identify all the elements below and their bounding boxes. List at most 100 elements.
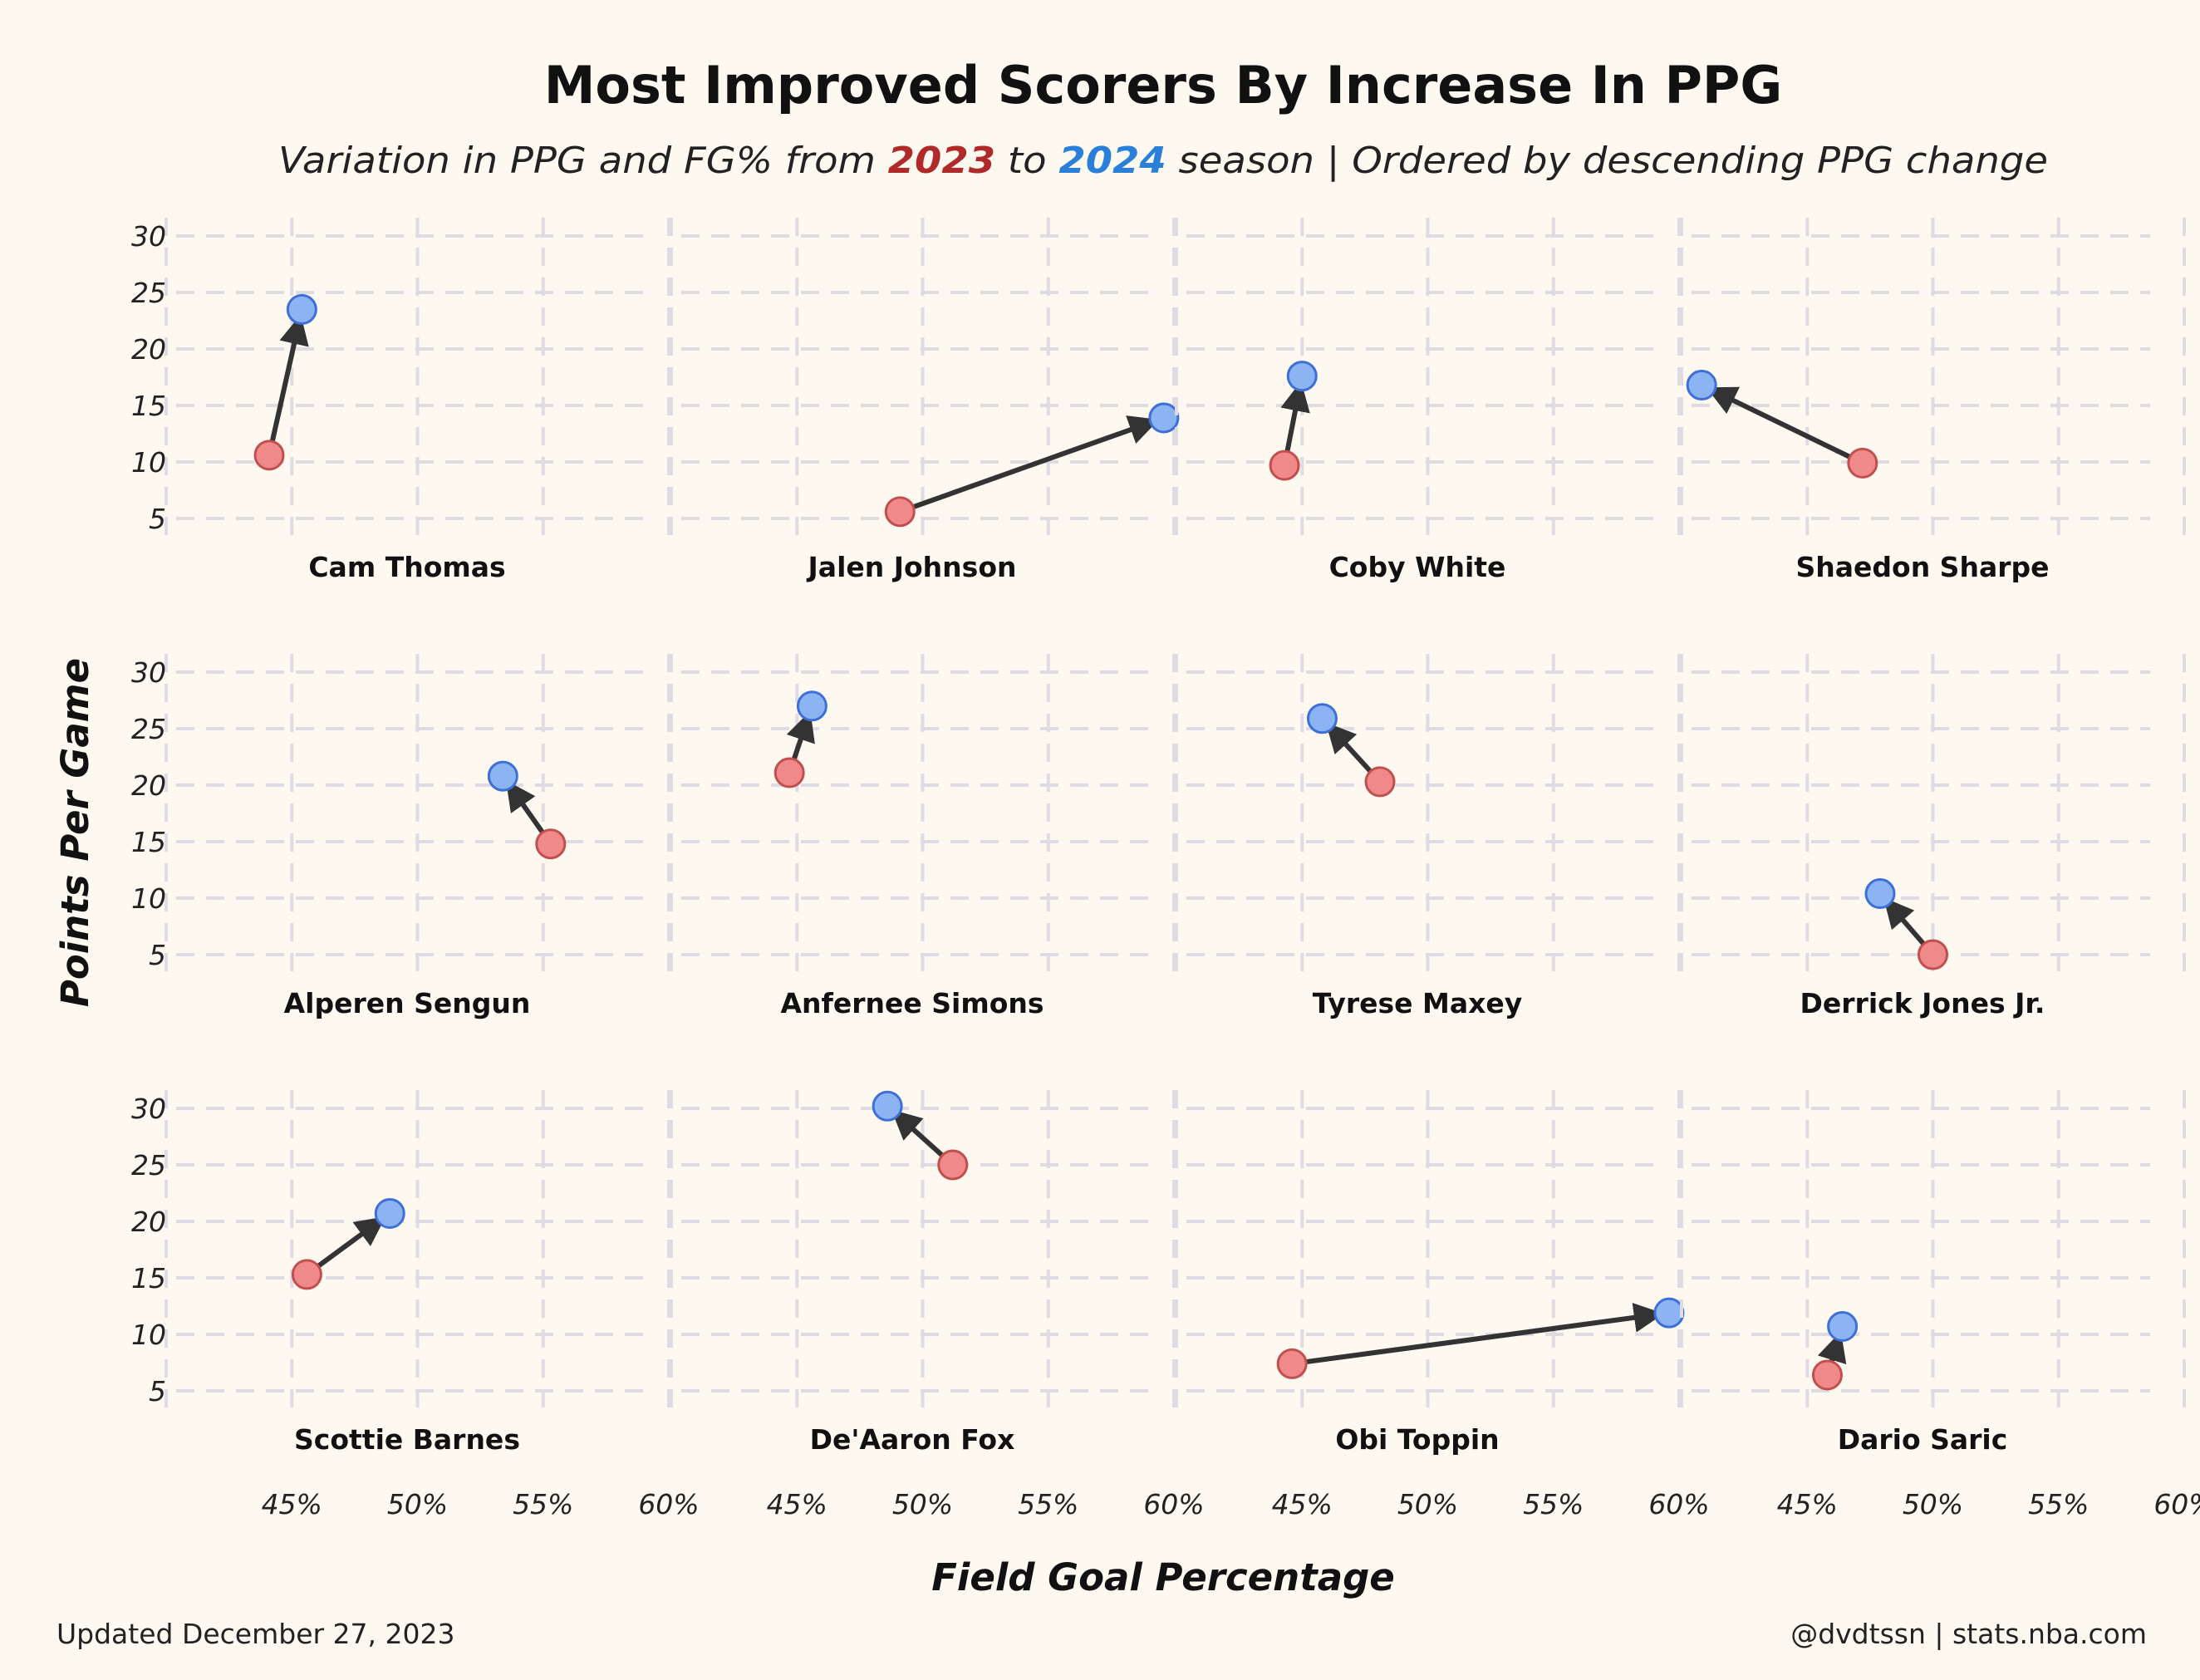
x-tick-label: 50% (1903, 1488, 1963, 1520)
change-arrow (1706, 386, 1859, 464)
y-tick-label: 20 (131, 333, 166, 366)
change-arrow (1325, 722, 1379, 780)
change-arrow (309, 1216, 386, 1274)
point-2023 (1811, 1359, 1843, 1391)
point-2023 (773, 757, 805, 788)
y-tick-label: 10 (131, 1319, 166, 1351)
y-tick-label: 15 (131, 1262, 166, 1294)
y-tick-label: 30 (131, 220, 166, 253)
footer-source: @dvdtssn | stats.nba.com (1790, 1618, 2147, 1650)
y-tick-label: 15 (131, 826, 166, 858)
y-tick-label: 25 (131, 1149, 166, 1181)
point-2023 (1918, 939, 1948, 970)
panel-label: Cam Thomas (308, 551, 505, 583)
x-tick-label: 45% (767, 1488, 827, 1520)
x-tick-label: 60% (1648, 1488, 1709, 1520)
x-tick-label: 60% (638, 1488, 699, 1520)
panel-10: 45% 50% 55% 60% De'Aaron Fox (670, 1090, 1205, 1520)
panel-label: Anfernee Simons (780, 987, 1044, 1019)
panel-2: Jalen Johnson (670, 218, 1180, 583)
x-tick-label: 60% (1143, 1488, 1204, 1520)
point-2024 (487, 760, 518, 792)
point-2023 (291, 1259, 322, 1290)
y-tick-label: 20 (131, 769, 166, 802)
x-axis-title: Field Goal Percentage (931, 1555, 1395, 1599)
x-tick-label: 55% (513, 1488, 573, 1520)
y-tick-label: 25 (131, 713, 166, 745)
panel-8: Derrick Jones Jr. (1680, 654, 2186, 1019)
point-2023 (535, 828, 567, 860)
panel-label: Dario Saric (1838, 1423, 2008, 1456)
panel-label: Shaedon Sharpe (1796, 551, 2050, 583)
change-arrow (268, 314, 309, 451)
point-2024 (1864, 878, 1896, 910)
x-tick-label: 45% (1272, 1488, 1333, 1520)
panel-5: 5 10 15 20 25 30 Alperen Sengun (131, 654, 670, 1019)
y-tick-label: 5 (149, 939, 166, 971)
point-2023 (253, 440, 285, 471)
panel-1: 5 10 15 20 25 30 Cam Thomas (131, 218, 670, 583)
y-tick-label: 30 (131, 656, 166, 689)
point-2024 (1306, 703, 1338, 734)
panel-label: De'Aaron Fox (810, 1423, 1015, 1456)
x-tick-label: 50% (1397, 1488, 1458, 1520)
x-tick-label: 60% (2153, 1488, 2200, 1520)
point-2023 (1847, 447, 1878, 479)
panel-3: Coby White (1175, 218, 1681, 583)
footer-updated: Updated December 27, 2023 (56, 1618, 455, 1650)
change-arrow (891, 1109, 951, 1164)
subtitle-year-2024: 2024 (1058, 140, 1166, 182)
y-tick-label: 10 (131, 446, 166, 479)
panels-group: 5 10 15 20 25 30 Cam Thomas Jalen Johnson Coby W… (131, 218, 2200, 1520)
point-2023 (884, 496, 916, 528)
x-tick-label: 55% (1018, 1488, 1078, 1520)
point-2023 (1364, 766, 1396, 798)
point-2024 (1827, 1310, 1859, 1342)
y-tick-label: 20 (131, 1206, 166, 1238)
y-tick-label: 30 (131, 1093, 166, 1125)
y-tick-label: 10 (131, 882, 166, 915)
point-2024 (796, 690, 827, 722)
panel-label: Coby White (1329, 551, 1506, 583)
panel-label: Jalen Johnson (807, 551, 1017, 583)
point-2023 (1269, 449, 1300, 481)
panel-4: Shaedon Sharpe (1680, 218, 2186, 583)
chart-subtitle: Variation in PPG and FG% from 2023 to 20… (278, 140, 2048, 182)
change-arrow (505, 780, 550, 842)
x-tick-label: 45% (1777, 1488, 1838, 1520)
y-tick-label: 5 (149, 1375, 166, 1407)
point-2024 (1653, 1297, 1685, 1329)
x-tick-label: 55% (1523, 1488, 1584, 1520)
subtitle-suffix: season | Ordered by descending PPG chang… (1166, 140, 2048, 182)
panel-12: 45% 50% 55% 60% Dario Saric (1680, 1090, 2200, 1520)
y-tick-label: 5 (149, 503, 166, 535)
change-arrow (1280, 381, 1310, 461)
change-arrow (903, 415, 1160, 513)
y-tick-label: 25 (131, 277, 166, 309)
point-2024 (286, 293, 317, 325)
y-tick-label: 15 (131, 390, 166, 422)
x-tick-label: 50% (892, 1488, 953, 1520)
y-axis-title: Points Per Game (53, 658, 97, 1007)
panel-11: 45% 50% 55% 60% Obi Toppin (1175, 1090, 1710, 1520)
panel-label: Alperen Sengun (284, 987, 531, 1019)
point-2024 (374, 1197, 405, 1229)
point-2024 (1686, 370, 1717, 401)
panel-7: Tyrese Maxey (1175, 654, 1681, 1019)
point-2024 (1148, 402, 1180, 434)
panel-label: Obi Toppin (1335, 1423, 1499, 1456)
point-2023 (937, 1149, 969, 1181)
panel-6: Anfernee Simons (670, 654, 1176, 1019)
panel-label: Tyrese Maxey (1313, 987, 1523, 1019)
point-2023 (1276, 1348, 1308, 1379)
subtitle-middle: to (995, 140, 1058, 182)
panel-9: 5 10 15 20 25 30 45% 50% 55% 60% Scottie Barnes (131, 1090, 700, 1520)
subtitle-prefix: Variation in PPG and FG% from (278, 140, 888, 182)
change-arrow (1296, 1302, 1664, 1366)
panel-label: Scottie Barnes (294, 1423, 520, 1456)
x-tick-label: 45% (262, 1488, 322, 1520)
point-2024 (1286, 361, 1318, 392)
x-tick-label: 50% (387, 1488, 448, 1520)
point-2024 (872, 1090, 903, 1122)
